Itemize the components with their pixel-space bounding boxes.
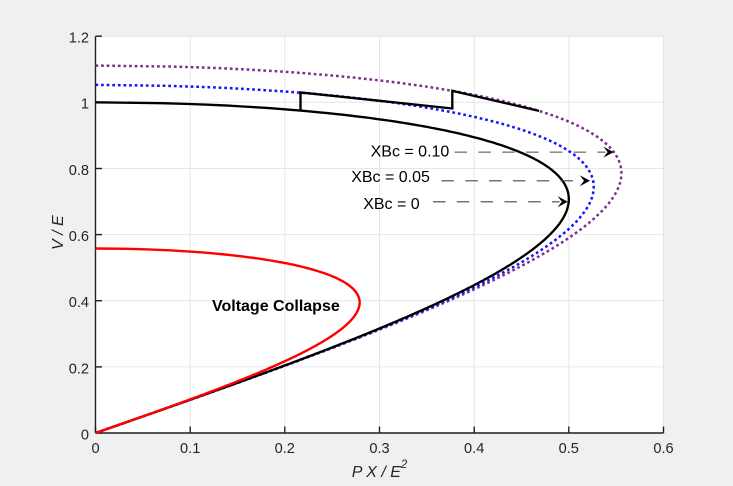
svg-text:0.8: 0.8 xyxy=(69,163,89,179)
svg-text:0.1: 0.1 xyxy=(180,441,200,457)
svg-text:0: 0 xyxy=(91,441,99,457)
svg-text:1.2: 1.2 xyxy=(69,31,89,47)
svg-text:0.5: 0.5 xyxy=(559,441,579,457)
svg-text:0.3: 0.3 xyxy=(369,441,389,457)
svg-text:XBc = 0.10: XBc = 0.10 xyxy=(371,144,450,161)
svg-text:0.4: 0.4 xyxy=(464,441,484,457)
svg-text:0.6: 0.6 xyxy=(653,441,673,457)
svg-text:0.4: 0.4 xyxy=(69,295,89,311)
svg-text:XBc = 0: XBc = 0 xyxy=(363,196,420,213)
svg-text:P X / E2: P X / E2 xyxy=(352,459,408,481)
svg-text:1: 1 xyxy=(81,97,89,113)
svg-text:0: 0 xyxy=(81,427,89,443)
svg-text:XBc = 0.05: XBc = 0.05 xyxy=(351,169,430,186)
svg-text:Voltage Collapse: Voltage Collapse xyxy=(212,298,340,315)
svg-text:0.6: 0.6 xyxy=(69,229,89,245)
svg-text:0.2: 0.2 xyxy=(69,361,89,377)
svg-text:0.2: 0.2 xyxy=(275,441,295,457)
svg-text:V / E: V / E xyxy=(50,215,67,250)
